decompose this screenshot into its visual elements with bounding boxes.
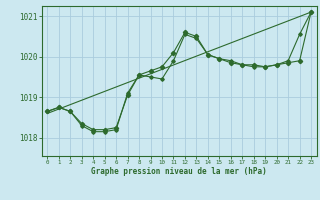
X-axis label: Graphe pression niveau de la mer (hPa): Graphe pression niveau de la mer (hPa) [91,167,267,176]
